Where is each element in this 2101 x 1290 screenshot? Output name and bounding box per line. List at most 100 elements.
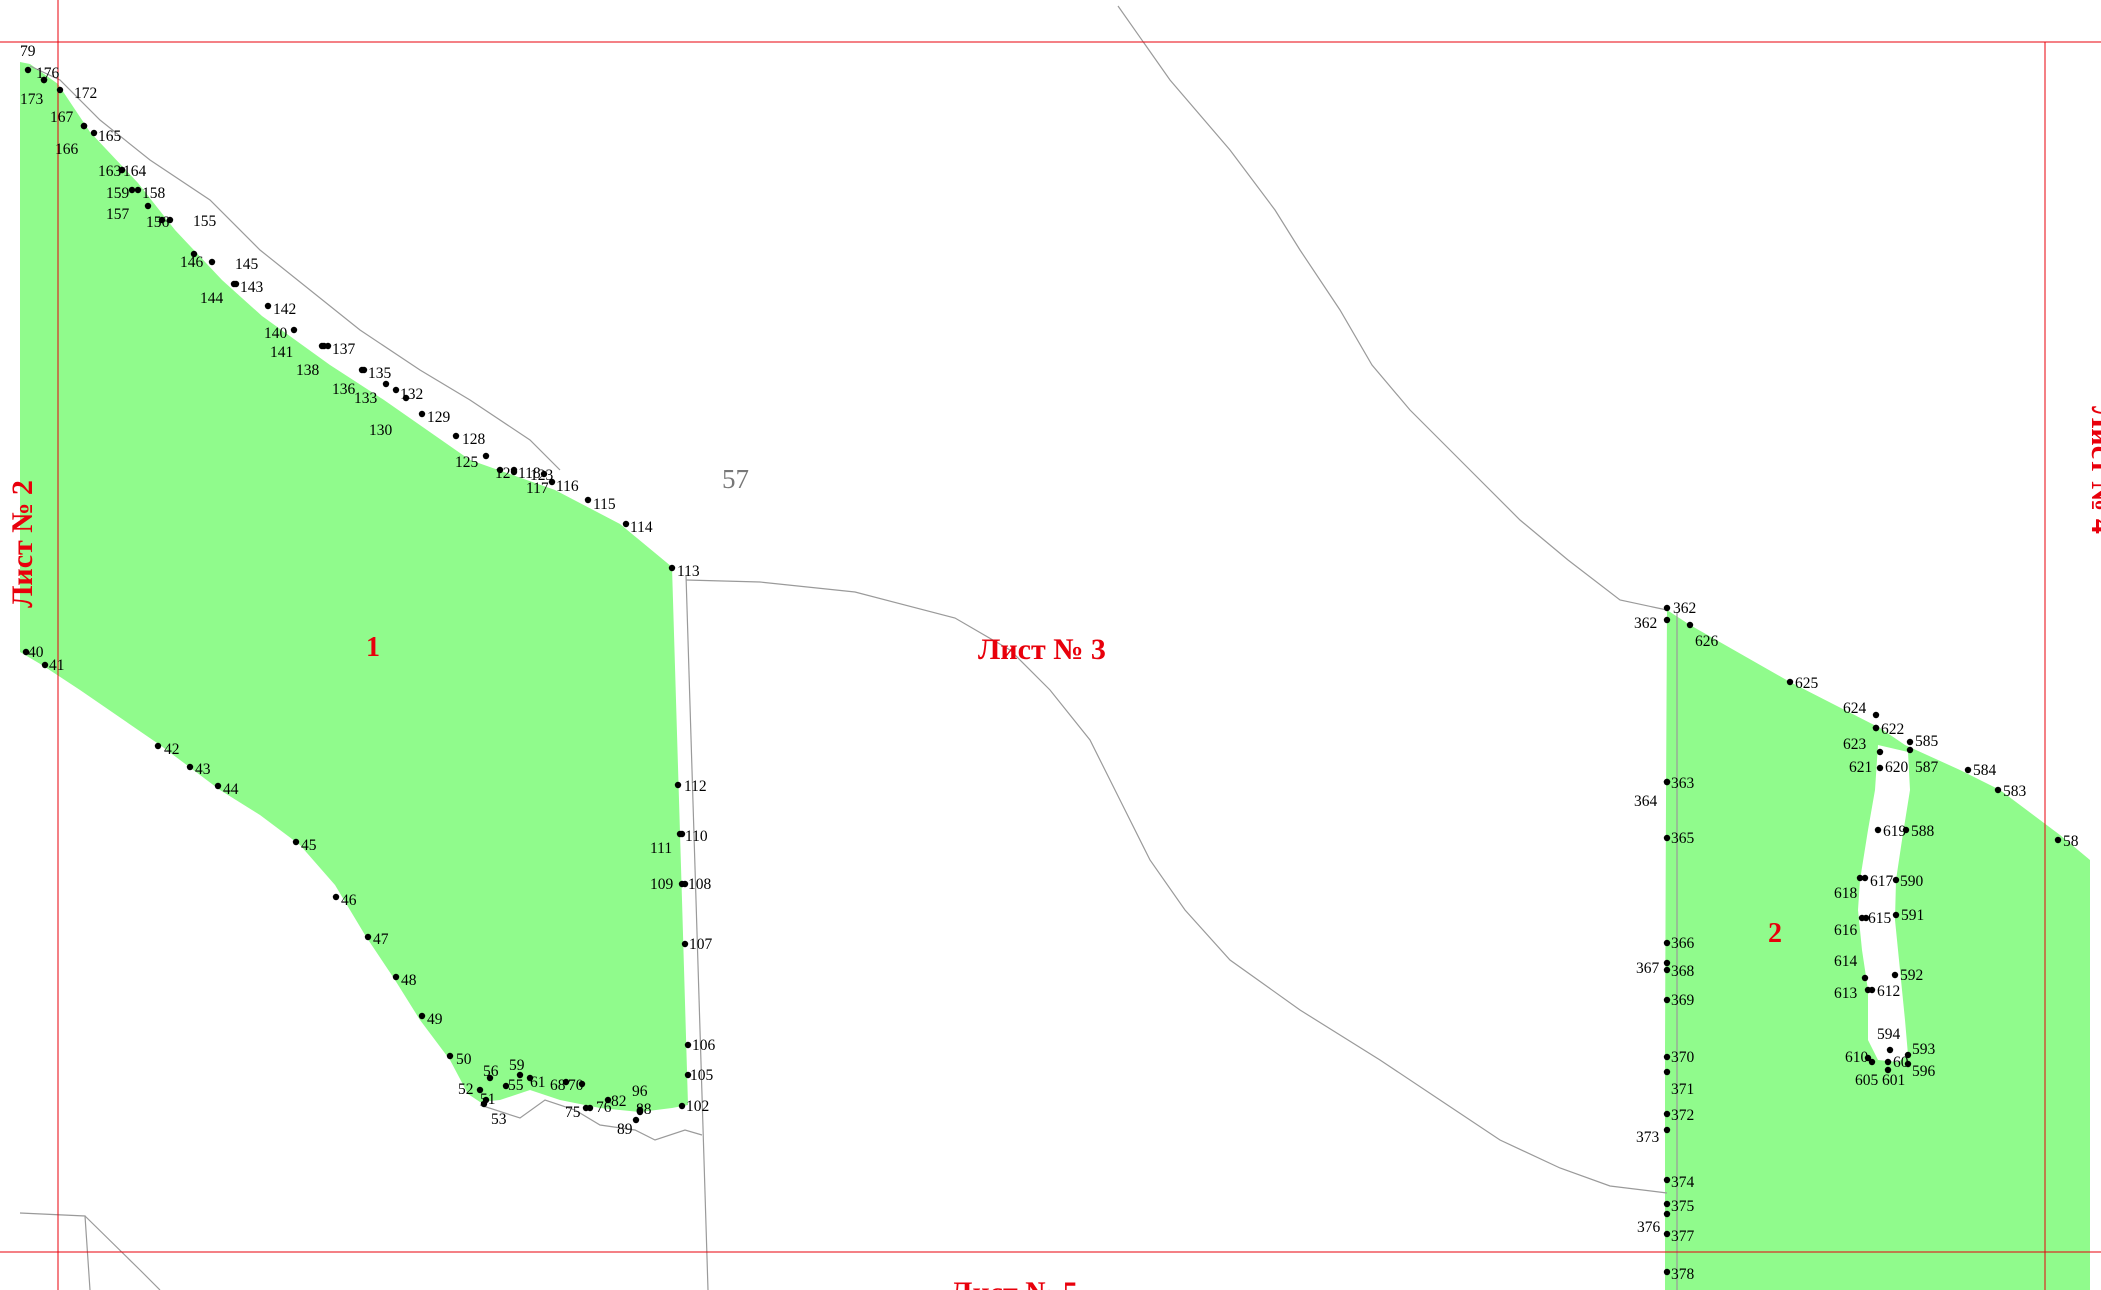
point-label-157: 157: [106, 206, 130, 223]
boundary-point-45: [292, 838, 300, 846]
cadastral-number-label: 57: [722, 464, 749, 494]
point-label-89: 89: [617, 1121, 633, 1138]
boundary-point-47: [364, 933, 372, 941]
boundary-point-102: [678, 1102, 686, 1110]
point-label-58: 58: [2063, 833, 2079, 850]
boundary-point-621: [1876, 748, 1884, 756]
boundary-point-61: [526, 1074, 534, 1082]
boundary-point-12: [496, 466, 504, 474]
point-label-163: 163: [98, 163, 122, 180]
point-label-374: 374: [1671, 1174, 1695, 1191]
point-label-584: 584: [1973, 762, 1997, 779]
point-label-76: 76: [596, 1099, 612, 1116]
point-label-50: 50: [456, 1051, 472, 1068]
boundary-point-52: [476, 1086, 484, 1094]
point-label-622: 622: [1881, 721, 1904, 738]
boundary-point-372: [1663, 1110, 1671, 1118]
point-label-41: 41: [49, 657, 65, 674]
point-label-370: 370: [1671, 1049, 1695, 1066]
boundary-point-135: [360, 366, 368, 374]
boundary-point-143: [232, 280, 240, 288]
point-label-585: 585: [1915, 733, 1939, 750]
boundary-point-173: [40, 76, 48, 84]
boundary-point-588: [1902, 826, 1910, 834]
boundary-point-626: [1686, 621, 1694, 629]
point-label-591: 591: [1901, 907, 1924, 924]
parcel-2-cutout: [1858, 745, 1910, 1062]
point-label-594: 594: [1877, 1026, 1901, 1043]
point-label-132: 132: [400, 386, 423, 403]
boundary-point-46: [332, 893, 340, 901]
point-label-618: 618: [1834, 885, 1858, 902]
boundary-point-587: [1906, 746, 1914, 754]
boundary-point-50: [446, 1052, 454, 1060]
boundary-point-368: [1663, 966, 1671, 974]
point-label-59: 59: [509, 1057, 525, 1074]
point-label-43: 43: [195, 761, 211, 778]
point-label-109: 109: [650, 876, 674, 893]
boundary-point-59: [516, 1071, 524, 1079]
point-label-588: 588: [1911, 823, 1935, 840]
point-label-137: 137: [332, 341, 356, 358]
sheet-label-bottom: Лист № 5: [950, 1276, 1078, 1290]
point-label-372: 372: [1671, 1107, 1694, 1124]
point-label-79: 79: [20, 43, 36, 60]
boundary-point-365: [1663, 834, 1671, 842]
point-label-117: 117: [526, 480, 549, 497]
boundary-point-377: [1663, 1230, 1671, 1238]
boundary-point-373: [1663, 1126, 1671, 1134]
boundary-point-89: [632, 1116, 640, 1124]
boundary-point-362: [1663, 616, 1671, 624]
point-label-365: 365: [1671, 830, 1695, 847]
boundary-point-610: [1864, 1054, 1872, 1062]
boundary-point-41: [41, 661, 49, 669]
sheet-label-left: Лист № 2: [6, 480, 39, 608]
boundary-point-128: [452, 432, 460, 440]
point-label-52: 52: [458, 1081, 474, 1098]
boundary-point-362: [1663, 604, 1671, 612]
point-label-583: 583: [2003, 783, 2027, 800]
point-label-129: 129: [427, 409, 451, 426]
point-label-367: 367: [1636, 960, 1660, 977]
point-label-145: 145: [235, 256, 259, 273]
point-label-130: 130: [369, 422, 393, 439]
point-label-369: 369: [1671, 992, 1695, 1009]
boundary-point-142: [264, 302, 272, 310]
boundary-point-625: [1786, 678, 1794, 686]
boundary-point-114: [622, 520, 630, 528]
point-label-107: 107: [689, 936, 713, 953]
point-label-626: 626: [1695, 633, 1719, 650]
boundary-point-585: [1906, 738, 1914, 746]
point-label-605: 605: [1855, 1072, 1879, 1089]
point-label-136: 136: [332, 381, 356, 398]
boundary-point-60: [1884, 1058, 1892, 1066]
boundary-point-366: [1663, 939, 1671, 947]
boundary-point-53: [480, 1100, 488, 1108]
point-label-135: 135: [368, 365, 392, 382]
boundary-point-56: [486, 1074, 494, 1082]
boundary-point-116: [548, 478, 556, 486]
point-label-615: 615: [1868, 910, 1892, 927]
boundary-point-155: [166, 216, 174, 224]
point-label-165: 165: [98, 128, 122, 145]
parcel-1-label: 1: [366, 632, 380, 663]
point-label-49: 49: [427, 1011, 443, 1028]
point-label-106: 106: [692, 1037, 716, 1054]
boundary-point-378: [1663, 1268, 1671, 1276]
point-label-172: 172: [74, 85, 97, 102]
boundary-point-70: [578, 1080, 586, 1088]
boundary-point-605: [1868, 1058, 1876, 1066]
point-label-68: 68: [550, 1077, 566, 1094]
sheet-label-center: Лист № 3: [978, 633, 1106, 666]
boundary-point-140: [290, 326, 298, 334]
point-label-61: 61: [530, 1074, 546, 1091]
boundary-point-590: [1892, 876, 1900, 884]
point-label-363: 363: [1671, 775, 1695, 792]
boundary-point-133: [382, 380, 390, 388]
boundary-point-367: [1663, 959, 1671, 967]
boundary-point-375: [1663, 1200, 1671, 1208]
point-label-587: 587: [1915, 759, 1939, 776]
boundary-point-113: [668, 564, 676, 572]
parcel-1-area[interactable]: [20, 62, 688, 1112]
boundary-point-157: [144, 202, 152, 210]
